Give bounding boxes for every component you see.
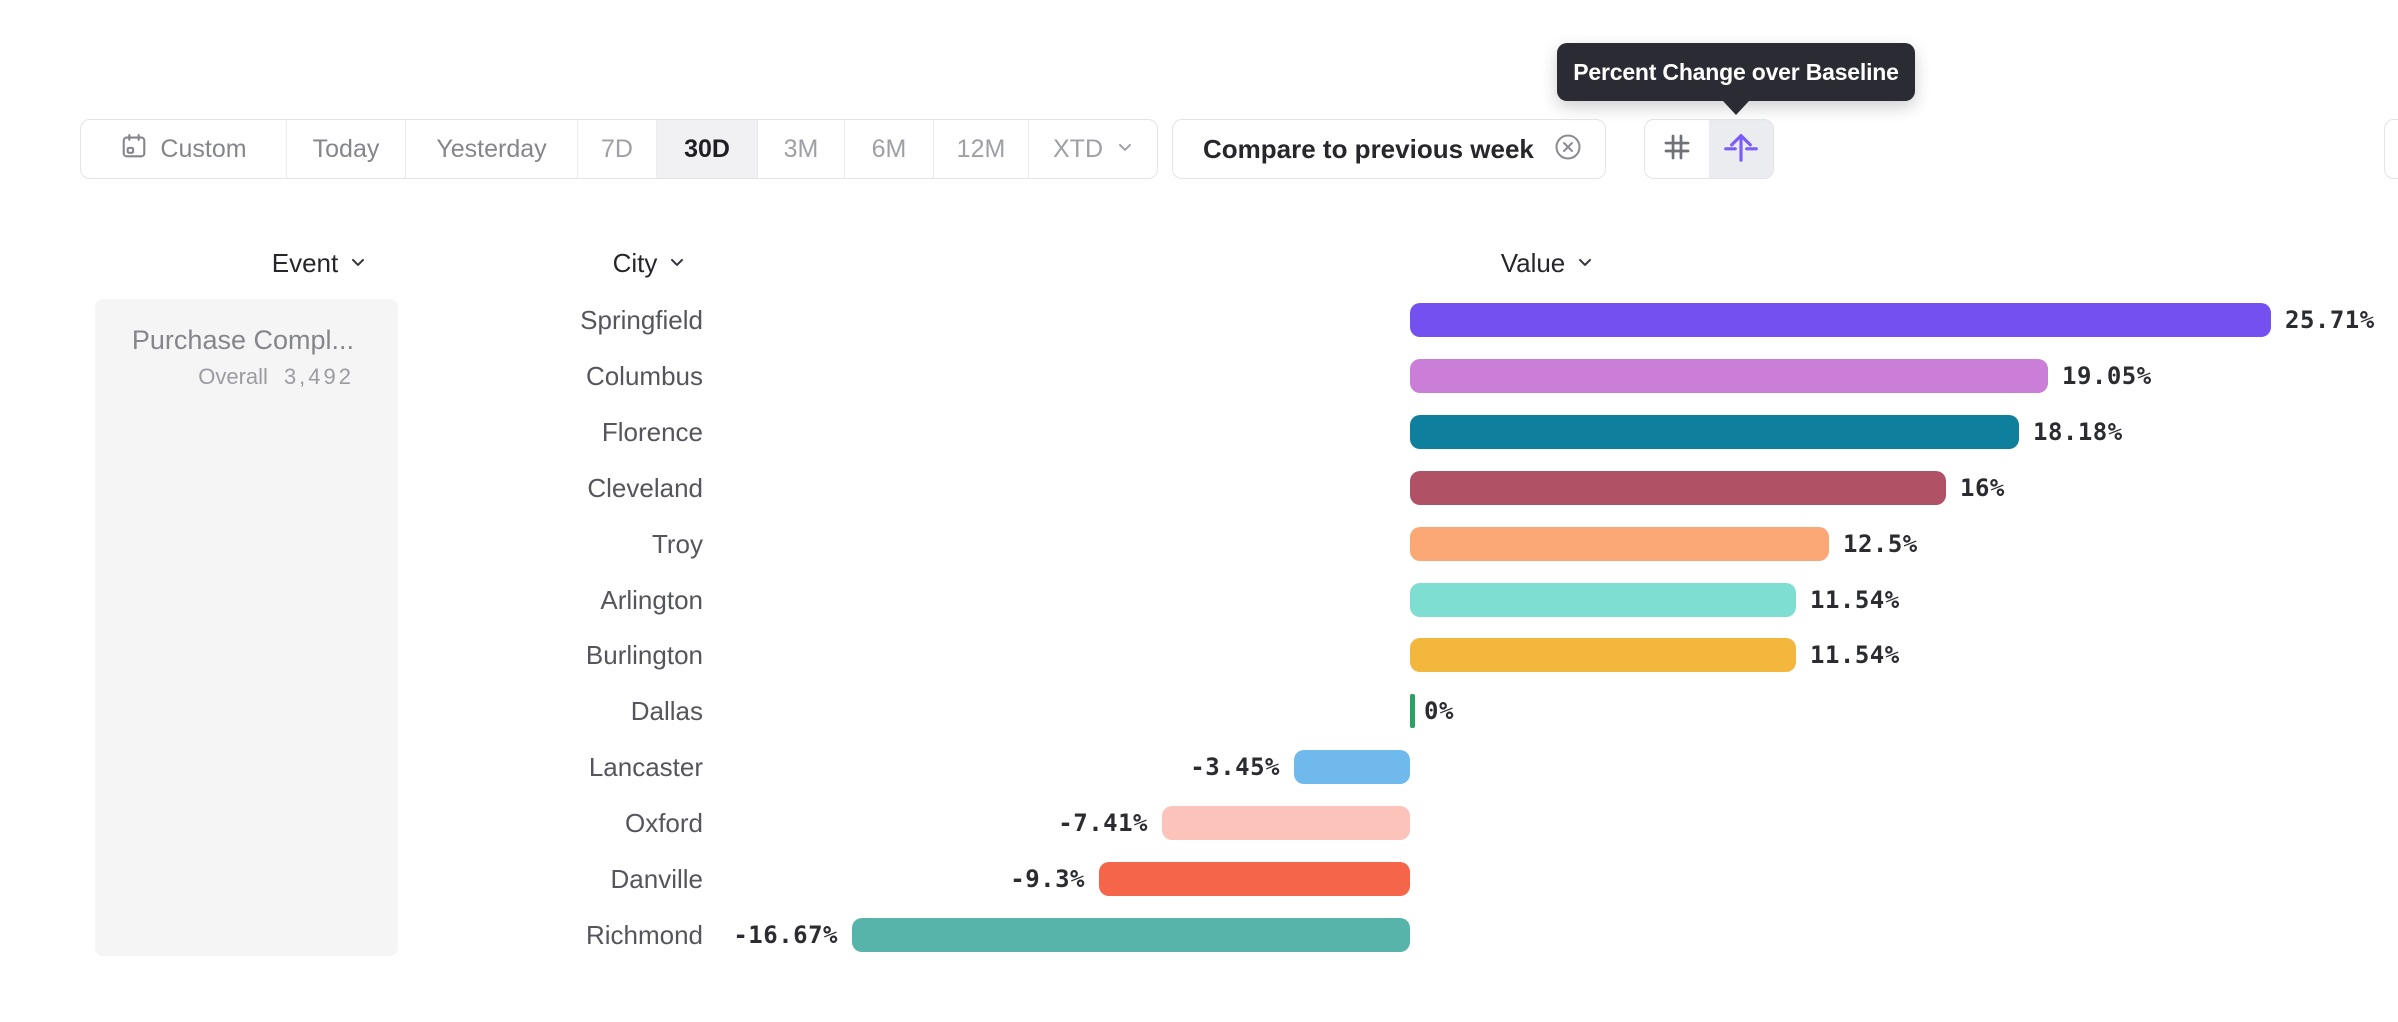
bar-arlington	[1410, 583, 1796, 617]
chevron-down-icon	[1115, 135, 1135, 164]
partial-right-edge-button[interactable]	[2384, 119, 2398, 179]
value-label-florence: 18.18%	[2033, 418, 2123, 446]
column-header-event[interactable]: Event	[250, 246, 390, 280]
range-button-6m[interactable]: 6M	[845, 120, 934, 178]
value-label-troy: 12.5%	[1843, 530, 1918, 558]
circle-x-icon[interactable]	[1553, 132, 1583, 167]
value-label-danville: -9.3%	[1010, 865, 1085, 893]
category-label-burlington: Burlington	[585, 640, 703, 670]
column-header-value-label: Value	[1500, 247, 1566, 278]
bar-lancaster	[1294, 750, 1410, 784]
range-button-yesterday[interactable]: Yesterday	[406, 120, 578, 178]
range-button-7d[interactable]: 7D	[578, 120, 657, 178]
bar-dallas	[1410, 694, 1415, 728]
range-button-label: Custom	[160, 134, 247, 163]
range-button-30d[interactable]: 30D	[657, 120, 758, 178]
chevron-down-icon	[348, 248, 368, 279]
range-button-custom[interactable]: Custom	[81, 120, 287, 178]
event-card-overall-label: Overall	[198, 364, 268, 389]
category-label-lancaster: Lancaster	[588, 752, 703, 782]
range-button-label: 12M	[956, 134, 1006, 163]
bar-cleveland	[1410, 471, 1946, 505]
category-label-arlington: Arlington	[600, 585, 703, 615]
range-button-label: Yesterday	[436, 134, 547, 163]
category-label-troy: Troy	[651, 529, 703, 559]
value-label-columbus: 19.05%	[2062, 362, 2152, 390]
value-label-arlington: 11.54%	[1810, 586, 1900, 614]
range-button-label: Today	[312, 134, 380, 163]
chevron-down-icon	[1575, 248, 1595, 279]
category-label-danville: Danville	[610, 864, 704, 894]
tooltip-text: Percent Change over Baseline	[1573, 58, 1899, 85]
compare-chip[interactable]: Compare to previous week	[1172, 119, 1606, 179]
event-card[interactable]: Purchase Compl... Overall 3,492	[95, 299, 398, 956]
hash-grid-icon	[1660, 130, 1694, 169]
category-label-springfield: Springfield	[580, 305, 703, 335]
category-label-cleveland: Cleveland	[587, 473, 703, 503]
range-button-3m[interactable]: 3M	[758, 120, 845, 178]
bar-burlington	[1410, 638, 1796, 672]
arrow-up-from-baseline-icon	[1723, 129, 1759, 170]
bar-richmond	[852, 918, 1410, 952]
date-range-group: Custom Today Yesterday 7D 30D 3M 6M 12M XTD	[80, 119, 1158, 179]
percent-change-baseline-toggle[interactable]	[1709, 120, 1773, 178]
column-header-city[interactable]: City	[580, 246, 720, 280]
range-button-12m[interactable]: 12M	[934, 120, 1029, 178]
calendar-icon	[120, 132, 148, 167]
value-label-burlington: 11.54%	[1810, 641, 1900, 669]
tooltip-percent-change: Percent Change over Baseline	[1557, 43, 1915, 115]
range-button-label: 7D	[601, 134, 633, 163]
range-button-label: 3M	[783, 134, 819, 163]
value-label-oxford: -7.41%	[1058, 809, 1148, 837]
value-label-springfield: 25.71%	[2285, 306, 2375, 334]
range-button-label: XTD	[1053, 134, 1103, 163]
value-label-lancaster: -3.45%	[1190, 753, 1280, 781]
range-button-label: 6M	[871, 134, 907, 163]
value-label-richmond: -16.67%	[733, 921, 838, 949]
compare-chip-label: Compare to previous week	[1203, 133, 1534, 164]
bar-springfield	[1410, 303, 2271, 337]
category-label-dallas: Dallas	[630, 696, 703, 726]
bar-florence	[1410, 415, 2019, 449]
bar-troy	[1410, 527, 1829, 561]
range-button-label: 30D	[684, 134, 730, 163]
category-label-richmond: Richmond	[585, 920, 703, 950]
bar-danville	[1099, 862, 1410, 896]
category-label-columbus: Columbus	[585, 361, 703, 391]
range-button-xtd[interactable]: XTD	[1029, 120, 1157, 178]
view-toggle-group	[1644, 119, 1774, 179]
bar-columbus	[1410, 359, 2048, 393]
event-card-title: Purchase Compl...	[131, 325, 354, 355]
event-card-overall-value: 3,492	[283, 364, 354, 389]
value-label-cleveland: 16%	[1960, 474, 2005, 502]
bar-oxford	[1162, 806, 1410, 840]
value-label-dallas: 0%	[1424, 697, 1454, 725]
column-header-city-label: City	[612, 247, 658, 278]
column-header-value[interactable]: Value	[1478, 246, 1618, 280]
chevron-down-icon	[667, 248, 687, 279]
grid-view-toggle[interactable]	[1645, 120, 1709, 178]
category-label-florence: Florence	[601, 417, 703, 447]
category-label-oxford: Oxford	[624, 808, 703, 838]
column-header-event-label: Event	[271, 247, 339, 278]
tooltip-caret	[1723, 101, 1749, 115]
event-card-overall: Overall 3,492	[115, 363, 354, 391]
range-button-today[interactable]: Today	[287, 120, 406, 178]
